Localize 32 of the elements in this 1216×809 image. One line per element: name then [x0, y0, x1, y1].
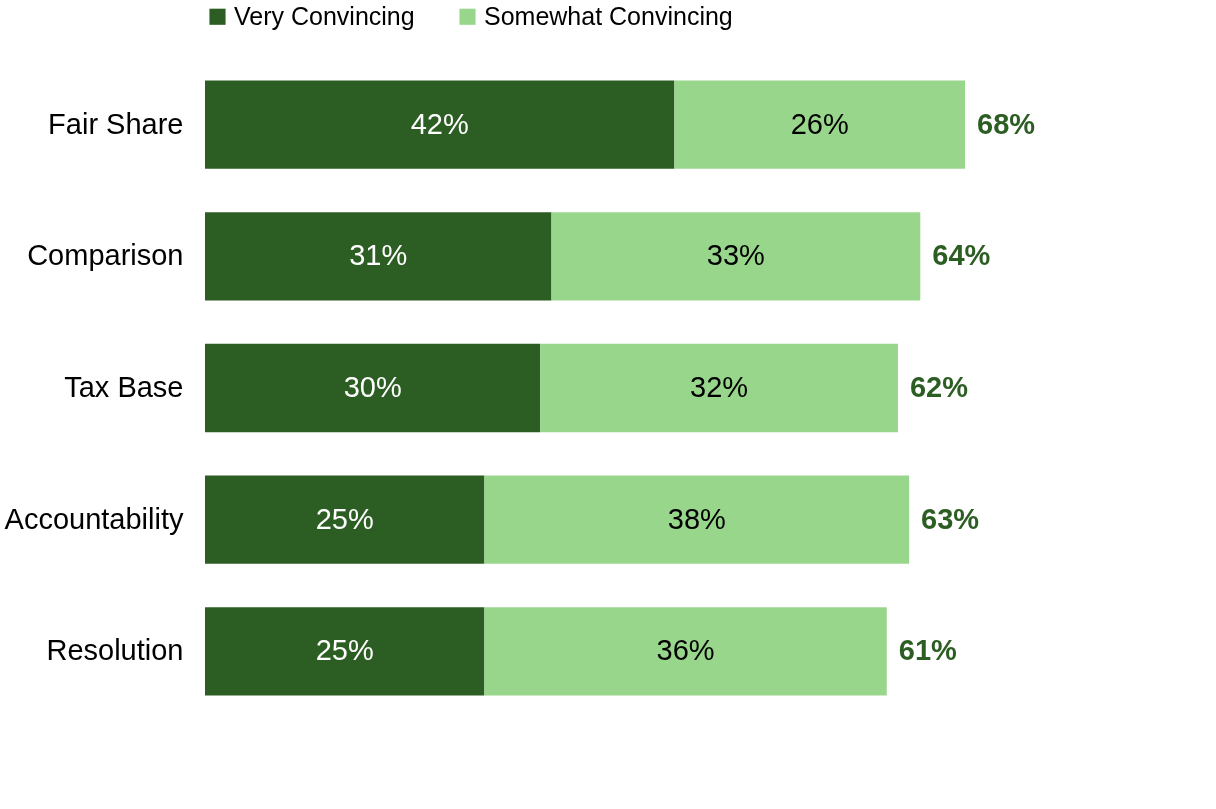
y-tick-label: Accountability: [4, 502, 184, 535]
bar: [674, 80, 965, 169]
data-label: 31%: [349, 239, 408, 272]
total-label: 63%: [921, 502, 980, 535]
legend-label: Very Convincing: [234, 1, 415, 30]
bar: [540, 343, 898, 433]
legend-label: Somewhat Convincing: [484, 1, 733, 30]
data-label: 25%: [315, 634, 374, 667]
data-label: 36%: [656, 634, 715, 667]
bar: [205, 212, 552, 301]
data-label: 38%: [667, 502, 726, 535]
total-label: 68%: [977, 107, 1036, 140]
y-tick-label: Resolution: [46, 634, 184, 667]
data-label: 33%: [706, 239, 765, 272]
data-label: 26%: [790, 107, 849, 140]
bar: [205, 607, 485, 696]
total-label: 64%: [932, 239, 991, 272]
y-tick-label: Tax Base: [64, 371, 184, 403]
bar: [205, 343, 541, 433]
bar: [484, 607, 887, 696]
data-label: 32%: [690, 371, 749, 403]
bar: [205, 475, 485, 564]
bar: [205, 80, 675, 169]
total-label: 61%: [898, 634, 958, 667]
data-label: 30%: [343, 371, 402, 403]
total-label: 62%: [909, 371, 969, 403]
data-label: 25%: [315, 502, 374, 535]
bar: [551, 212, 921, 301]
bar: [484, 475, 910, 564]
y-tick-label: Comparison: [27, 239, 184, 272]
data-label: 42%: [410, 107, 469, 140]
y-tick-label: Fair Share: [48, 107, 184, 140]
